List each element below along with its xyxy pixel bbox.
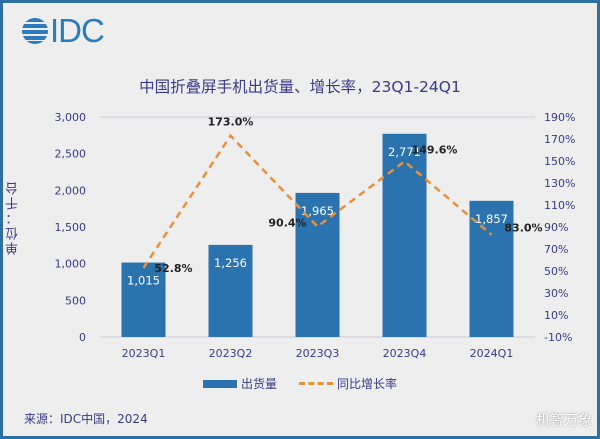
left-tick-label: 3,000	[55, 111, 87, 124]
legend: 出货量 同比增长率	[0, 375, 600, 392]
legend-label: 同比增长率	[337, 377, 398, 391]
source-note: 来源：IDC中国，2024	[24, 412, 148, 426]
watermark: 机智万象	[536, 413, 592, 429]
bar	[382, 133, 427, 337]
right-tick-label: 70%	[544, 243, 568, 256]
x-tick-label: 2023Q4	[383, 347, 427, 360]
bar-value-label: 2,771	[388, 145, 421, 159]
legend-item-growth: 同比增长率	[299, 375, 397, 392]
x-tick-label: 2023Q3	[296, 347, 340, 360]
legend-line-swatch	[299, 382, 333, 385]
right-tick-label: 50%	[544, 265, 568, 278]
x-tick-label: 2024Q1	[470, 347, 514, 360]
bar	[208, 244, 253, 337]
right-tick-label: 10%	[544, 309, 568, 322]
left-tick-label: 2,000	[55, 184, 87, 197]
growth-value-label: 83.0%	[504, 222, 542, 235]
bar-value-label: 1,965	[301, 204, 334, 218]
right-tick-label: 170%	[544, 133, 575, 146]
x-tick-label: 2023Q2	[209, 347, 253, 360]
legend-label: 出货量	[240, 377, 277, 391]
left-tick-label: 0	[79, 331, 86, 344]
legend-bar-swatch	[202, 379, 237, 388]
legend-item-shipments: 出货量	[202, 375, 277, 392]
idc-logo: IDC	[20, 12, 105, 50]
right-tick-label: 110%	[544, 199, 575, 212]
x-tick-label: 2023Q1	[122, 347, 166, 360]
left-tick-label: 1,500	[55, 221, 87, 234]
logo-text: IDC	[50, 12, 105, 49]
left-tick-label: 1,000	[55, 258, 87, 271]
growth-value-label: 52.8%	[154, 262, 192, 275]
right-tick-label: 150%	[544, 155, 575, 168]
bar	[469, 200, 514, 337]
growth-value-label: 173.0%	[208, 116, 254, 129]
growth-value-label: 149.6%	[412, 143, 458, 156]
left-tick-label: 2,500	[55, 148, 87, 161]
right-tick-label: 30%	[544, 287, 568, 300]
right-tick-label: -10%	[544, 331, 572, 344]
left-tick-label: 500	[65, 294, 86, 307]
bar	[121, 262, 166, 337]
bar-value-label: 1,857	[475, 212, 508, 226]
growth-value-label: 90.4%	[268, 217, 306, 230]
chart-title: 中国折叠屏手机出货量、增长率，23Q1-24Q1	[139, 78, 461, 96]
right-tick-label: 90%	[544, 221, 568, 234]
bar-value-label: 1,015	[127, 274, 160, 288]
right-tick-label: 130%	[544, 177, 575, 190]
bar-value-label: 1,256	[214, 256, 247, 270]
globe-icon	[22, 18, 48, 44]
right-tick-label: 190%	[544, 111, 575, 124]
